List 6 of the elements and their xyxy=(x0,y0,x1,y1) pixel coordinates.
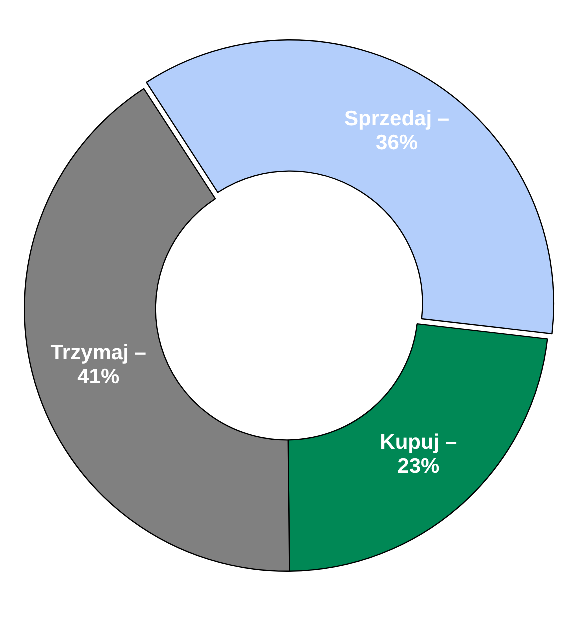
slice-label: Sprzedaj – xyxy=(344,107,450,130)
data-label: 41% xyxy=(78,366,120,389)
data-label: 23% xyxy=(398,455,440,478)
slice-label: Kupuj – xyxy=(380,431,458,454)
slice-label: Trzymaj – xyxy=(50,342,147,365)
data-label: 36% xyxy=(376,131,418,154)
